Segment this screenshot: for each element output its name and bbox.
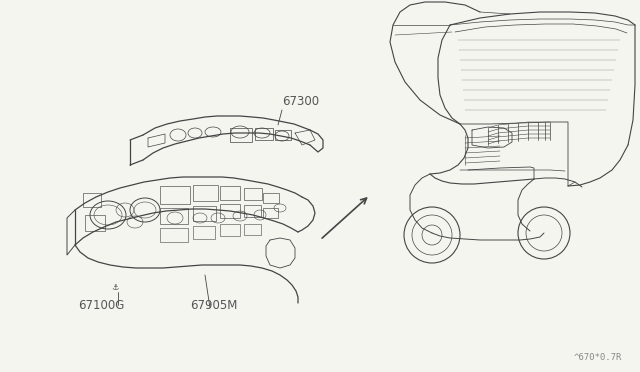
Bar [193, 206, 216, 221]
Bar [160, 208, 188, 224]
Bar [244, 224, 261, 235]
Bar [83, 193, 101, 207]
Bar [85, 215, 105, 231]
Bar [244, 205, 261, 217]
Bar [193, 226, 215, 239]
Bar [263, 208, 278, 218]
Bar [220, 204, 240, 218]
Bar [244, 188, 262, 200]
Text: 67300: 67300 [282, 95, 319, 108]
Text: 67100G: 67100G [78, 299, 124, 312]
Bar [220, 224, 240, 236]
Text: 67905M: 67905M [190, 299, 237, 312]
Bar [160, 186, 190, 204]
Bar [193, 185, 218, 201]
Bar [160, 228, 188, 242]
Text: ⚓: ⚓ [111, 283, 119, 292]
Text: ^670*0.7R: ^670*0.7R [574, 353, 622, 362]
Bar [263, 193, 279, 203]
Bar [220, 186, 240, 200]
